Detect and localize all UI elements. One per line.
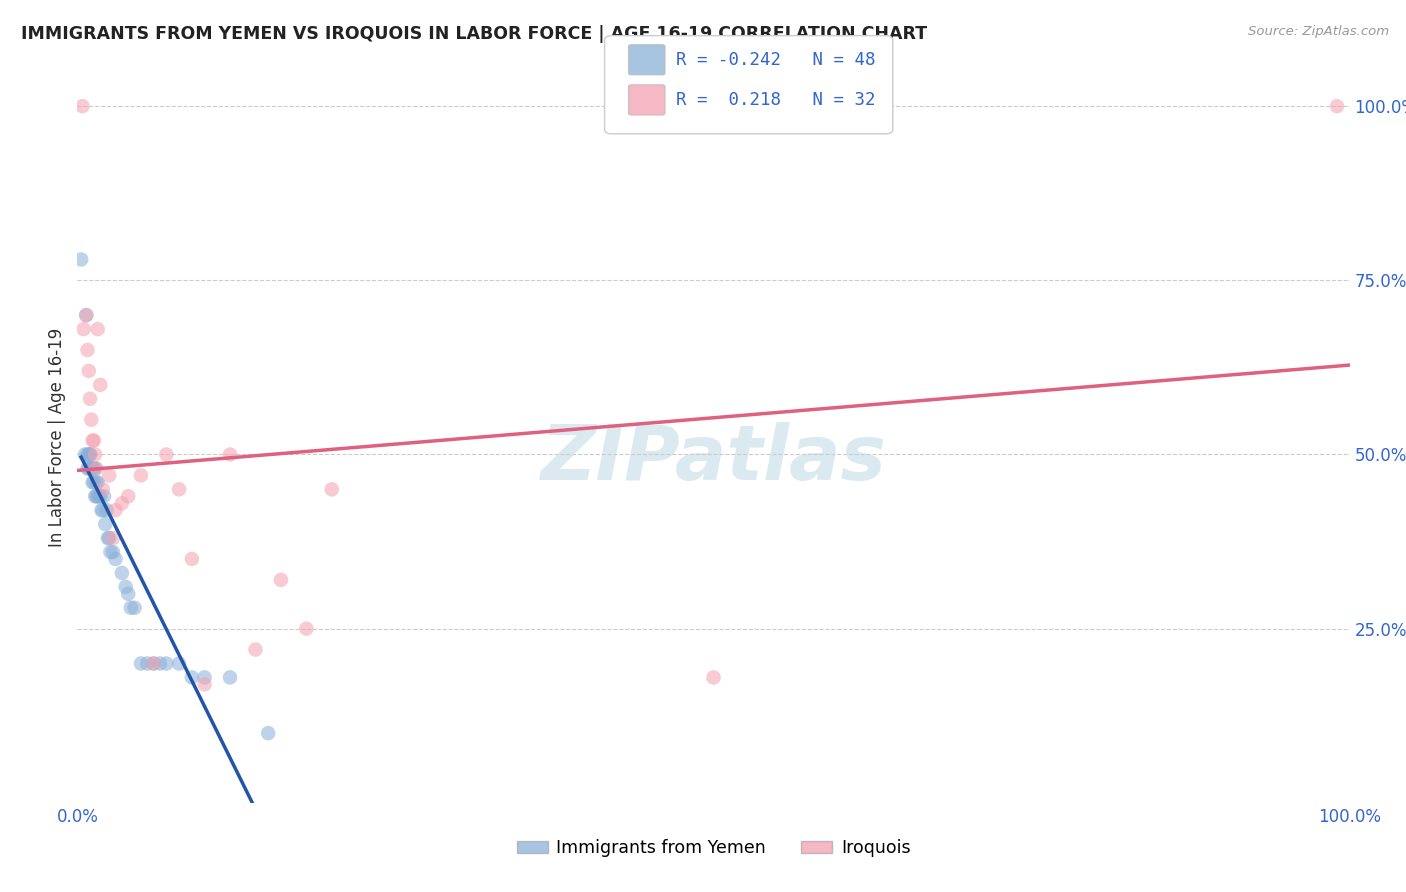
- Point: [75, 308, 97, 322]
- Point: [80, 461, 103, 475]
- Point: [111, 496, 134, 510]
- Point: [167, 483, 190, 497]
- Point: [76, 343, 98, 357]
- Point: [270, 573, 292, 587]
- Point: [87, 489, 110, 503]
- Point: [83, 475, 105, 490]
- Point: [321, 483, 343, 497]
- Point: [194, 677, 217, 691]
- Point: [257, 726, 280, 740]
- Point: [75, 308, 97, 322]
- Point: [77, 448, 100, 462]
- Point: [72, 99, 94, 113]
- Legend: Immigrants from Yemen, Iroquois: Immigrants from Yemen, Iroquois: [509, 831, 918, 863]
- Y-axis label: In Labor Force | Age 16-19: In Labor Force | Age 16-19: [48, 327, 66, 547]
- Point: [82, 434, 104, 448]
- Point: [120, 600, 142, 615]
- Point: [82, 461, 104, 475]
- Point: [129, 468, 152, 483]
- Point: [155, 448, 177, 462]
- Text: R = -0.242   N = 48: R = -0.242 N = 48: [676, 51, 876, 69]
- Point: [117, 587, 139, 601]
- Point: [245, 642, 267, 657]
- Text: IMMIGRANTS FROM YEMEN VS IROQUOIS IN LABOR FORCE | AGE 16-19 CORRELATION CHART: IMMIGRANTS FROM YEMEN VS IROQUOIS IN LAB…: [21, 25, 927, 43]
- Point: [124, 600, 146, 615]
- Point: [86, 461, 108, 475]
- Point: [89, 489, 111, 503]
- Point: [86, 489, 108, 503]
- Point: [83, 461, 105, 475]
- Point: [194, 670, 217, 684]
- Point: [101, 545, 124, 559]
- Point: [117, 489, 139, 503]
- Point: [77, 461, 100, 475]
- Point: [76, 448, 98, 462]
- Point: [77, 364, 100, 378]
- Point: [86, 489, 108, 503]
- Point: [111, 566, 134, 580]
- Point: [101, 531, 124, 545]
- Point: [1326, 99, 1348, 113]
- Point: [93, 489, 115, 503]
- Point: [98, 531, 121, 545]
- Point: [82, 475, 104, 490]
- Point: [703, 670, 725, 684]
- Point: [96, 503, 118, 517]
- Point: [114, 580, 136, 594]
- Point: [84, 489, 107, 503]
- Point: [142, 657, 165, 671]
- Point: [142, 657, 165, 671]
- Point: [73, 448, 96, 462]
- Point: [219, 448, 242, 462]
- Text: R =  0.218   N = 32: R = 0.218 N = 32: [676, 91, 876, 109]
- Point: [136, 657, 159, 671]
- Point: [86, 475, 108, 490]
- Point: [76, 461, 98, 475]
- Point: [104, 503, 127, 517]
- Point: [100, 545, 122, 559]
- Point: [129, 657, 152, 671]
- Point: [97, 531, 120, 545]
- Point: [84, 448, 107, 462]
- Point: [79, 448, 101, 462]
- Point: [219, 670, 242, 684]
- Point: [89, 377, 111, 392]
- Point: [104, 552, 127, 566]
- Point: [80, 412, 103, 426]
- Point: [295, 622, 318, 636]
- Point: [98, 468, 121, 483]
- Point: [91, 483, 114, 497]
- Point: [83, 434, 105, 448]
- Text: ZIPatlas: ZIPatlas: [540, 422, 887, 496]
- Point: [70, 252, 93, 267]
- Point: [167, 657, 190, 671]
- Point: [86, 475, 108, 490]
- Point: [90, 503, 112, 517]
- Point: [155, 657, 177, 671]
- Point: [84, 461, 107, 475]
- Text: Source: ZipAtlas.com: Source: ZipAtlas.com: [1249, 25, 1389, 38]
- Point: [86, 322, 108, 336]
- Point: [73, 322, 96, 336]
- Point: [180, 552, 202, 566]
- Point: [79, 448, 101, 462]
- Point: [149, 657, 172, 671]
- Point: [79, 392, 101, 406]
- Point: [180, 670, 202, 684]
- Point: [91, 503, 114, 517]
- Point: [94, 517, 117, 532]
- Point: [80, 461, 103, 475]
